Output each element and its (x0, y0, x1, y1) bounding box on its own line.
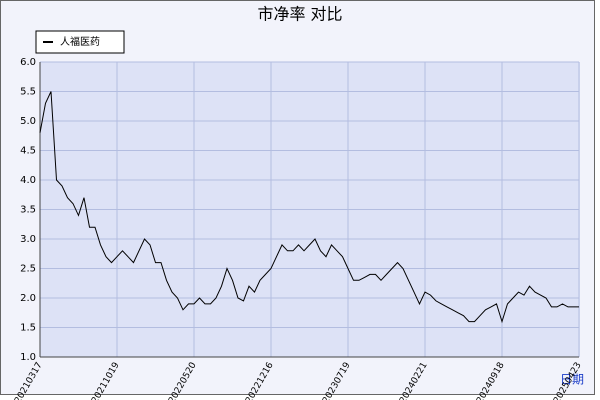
y-tick-label: 2.0 (20, 293, 36, 304)
y-tick-label: 4.5 (20, 146, 36, 157)
chart-title: 市净率 对比 (257, 5, 342, 24)
y-tick-label: 5.0 (20, 116, 36, 127)
series-line (39, 91, 579, 324)
y-tick-label: 4.0 (20, 175, 36, 186)
y-tick-label: 1.0 (20, 352, 36, 363)
y-tick-label: 5.5 (20, 87, 36, 98)
y-tick-label: 3.0 (20, 234, 36, 245)
legend (35, 30, 125, 54)
y-tick-label: 2.5 (20, 264, 36, 275)
y-tick-label: 3.5 (20, 205, 36, 216)
y-tick-label: 1.5 (20, 323, 36, 334)
x-axis-label: 日期 (560, 373, 584, 387)
y-tick-label: 6.0 (20, 57, 36, 68)
legend-label: 人福医药 (60, 35, 100, 48)
